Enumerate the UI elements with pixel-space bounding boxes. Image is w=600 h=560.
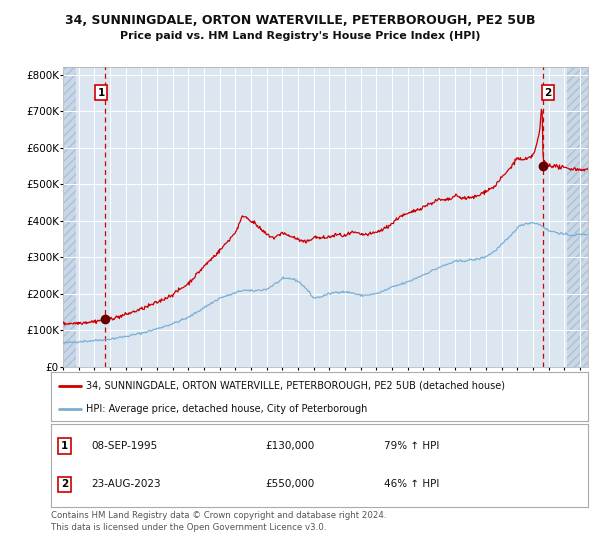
Bar [63,67,76,367]
Text: HPI: Average price, detached house, City of Peterborough: HPI: Average price, detached house, City… [86,404,367,414]
Text: 34, SUNNINGDALE, ORTON WATERVILLE, PETERBOROUGH, PE2 5UB: 34, SUNNINGDALE, ORTON WATERVILLE, PETER… [65,14,535,27]
Text: Contains HM Land Registry data © Crown copyright and database right 2024.
This d: Contains HM Land Registry data © Crown c… [51,511,386,531]
Text: 1: 1 [98,88,105,97]
Text: 23-AUG-2023: 23-AUG-2023 [91,479,161,489]
Text: £550,000: £550,000 [266,479,315,489]
Text: 08-SEP-1995: 08-SEP-1995 [91,441,158,451]
Text: £130,000: £130,000 [266,441,315,451]
Text: 79% ↑ HPI: 79% ↑ HPI [384,441,439,451]
Bar [567,67,588,367]
Text: Price paid vs. HM Land Registry's House Price Index (HPI): Price paid vs. HM Land Registry's House … [120,31,480,41]
Text: 2: 2 [61,479,68,489]
Text: 34, SUNNINGDALE, ORTON WATERVILLE, PETERBOROUGH, PE2 5UB (detached house): 34, SUNNINGDALE, ORTON WATERVILLE, PETER… [86,381,505,391]
Text: 1: 1 [61,441,68,451]
Text: 2: 2 [544,88,551,97]
Text: 46% ↑ HPI: 46% ↑ HPI [384,479,439,489]
